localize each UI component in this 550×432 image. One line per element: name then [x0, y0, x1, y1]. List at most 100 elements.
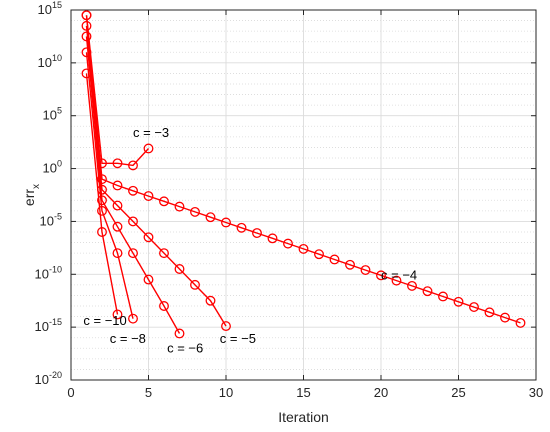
series-line: [85, 15, 150, 167]
series: [81, 20, 231, 332]
data-point: [81, 47, 92, 58]
data-point: [407, 280, 417, 291]
data-point: [283, 238, 293, 249]
data-point: [128, 160, 138, 171]
series-annotation: c = −5: [220, 331, 256, 346]
y-tick-label: 100: [43, 159, 62, 176]
data-point: [81, 10, 92, 21]
data-point: [128, 313, 138, 324]
data-point: [422, 286, 433, 297]
data-point: [143, 143, 154, 154]
data-point: [205, 295, 216, 306]
data-point: [112, 180, 123, 191]
y-tick-base: 10: [38, 2, 52, 17]
series-annotation: c = −8: [110, 331, 146, 346]
x-tick-label: 25: [451, 385, 465, 400]
data-point: [469, 302, 479, 313]
y-tick-base: 10: [43, 161, 57, 176]
series-annotation: c = −10: [83, 313, 126, 328]
data-point: [112, 221, 123, 232]
data-point: [453, 296, 464, 307]
data-point: [128, 248, 138, 259]
series-annotation: c = −4: [381, 268, 417, 283]
y-tick-label: 105: [43, 106, 62, 123]
series: [81, 10, 526, 328]
data-point: [267, 233, 278, 244]
data-point: [97, 205, 107, 216]
data-point: [97, 227, 107, 237]
major-grid: [71, 10, 536, 380]
data-point: [484, 307, 495, 318]
data-point: [112, 200, 123, 211]
data-point: [298, 243, 309, 254]
data-point: [391, 275, 402, 286]
y-tick-label: 1010: [38, 53, 62, 70]
series-line: [85, 73, 119, 315]
x-tick-label: 0: [67, 385, 74, 400]
data-point: [81, 20, 92, 31]
y-tick-exponent: -10: [49, 264, 62, 274]
data-point: [159, 248, 169, 259]
series-layer: [81, 10, 526, 339]
y-tick-exponent: -15: [49, 317, 62, 327]
series: [81, 68, 123, 320]
series-annotation: c = −6: [167, 341, 203, 356]
x-tick-label: 5: [145, 385, 152, 400]
data-point: [500, 312, 510, 323]
y-tick-base: 10: [40, 213, 54, 228]
y-tick-base: 10: [35, 319, 49, 334]
series-line: [85, 15, 521, 324]
y-tick-label: 10-15: [35, 317, 62, 334]
y-tick-base: 10: [38, 55, 52, 70]
data-point: [143, 191, 154, 202]
y-axis-label-main: err: [21, 189, 37, 206]
data-point: [252, 228, 262, 239]
y-tick-exponent: 10: [52, 53, 62, 63]
data-point: [143, 274, 154, 285]
data-point: [221, 217, 231, 228]
data-point: [81, 68, 92, 79]
y-tick-label: 10-5: [40, 211, 62, 228]
data-point: [128, 216, 138, 227]
data-point: [112, 309, 123, 320]
series-annotation: c = −3: [133, 125, 169, 140]
data-point: [190, 279, 200, 290]
data-point: [143, 232, 154, 243]
y-axis-label: errx: [21, 184, 42, 206]
data-point: [314, 249, 324, 260]
y-tick-base: 10: [35, 372, 49, 387]
x-tick-label: 20: [374, 385, 388, 400]
x-axis-ticks: 0 5 10 15 20 25 30: [67, 10, 543, 400]
y-tick-label: 10-10: [35, 264, 62, 281]
data-point: [205, 212, 216, 223]
y-tick-exponent: 0: [57, 159, 62, 169]
data-point: [515, 317, 526, 328]
x-axis-label: Iteration: [278, 409, 329, 425]
data-point: [236, 222, 247, 233]
series-line: [85, 52, 134, 319]
y-tick-label: 1015: [38, 0, 62, 17]
series: [81, 31, 185, 339]
data-point: [438, 291, 448, 302]
data-point: [174, 201, 185, 212]
y-tick-exponent: -20: [49, 370, 62, 380]
data-point: [128, 185, 138, 196]
data-point: [112, 248, 123, 259]
y-axis-label-subscript: x: [31, 184, 42, 189]
x-tick-label: 15: [296, 385, 310, 400]
data-point: [174, 328, 185, 339]
y-tick-exponent: 5: [57, 106, 62, 116]
series-line: [85, 36, 181, 334]
data-point: [81, 31, 92, 42]
series: [81, 47, 138, 324]
data-point: [112, 158, 123, 169]
data-point: [376, 270, 386, 281]
x-tick-label: 10: [219, 385, 233, 400]
y-tick-base: 10: [43, 108, 57, 123]
y-tick-label: 10-20: [35, 370, 62, 387]
y-tick-exponent: 15: [52, 0, 62, 10]
data-point: [159, 196, 169, 207]
y-tick-base: 10: [35, 266, 49, 281]
